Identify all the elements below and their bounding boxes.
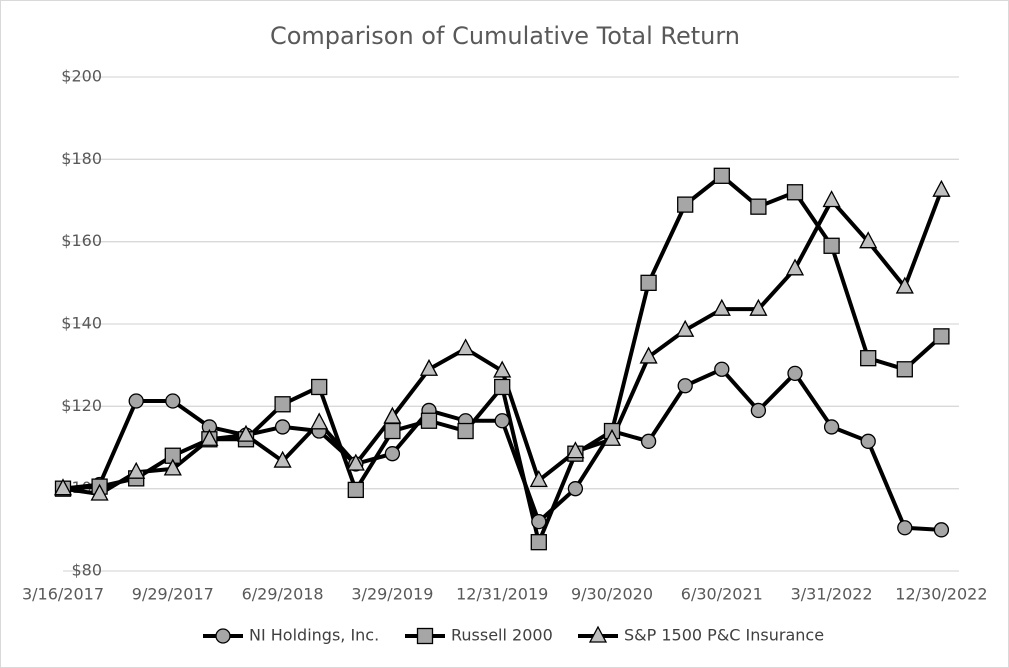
data-point <box>163 458 182 476</box>
data-point <box>274 419 291 435</box>
x-tick-label: 6/30/2021 <box>681 585 763 604</box>
y-tick-label: $140 <box>61 314 102 333</box>
data-point <box>274 396 291 413</box>
y-tick-label: $80 <box>71 561 102 580</box>
data-point <box>384 446 401 462</box>
data-point <box>749 298 768 316</box>
data-point <box>750 402 767 419</box>
data-point <box>236 424 256 442</box>
data-point <box>567 481 584 497</box>
data-point <box>531 513 547 530</box>
x-tick-label: 12/31/2019 <box>456 585 548 604</box>
data-point <box>347 481 364 499</box>
legend-label: Russell 2000 <box>451 626 553 645</box>
data-point <box>860 433 876 449</box>
legend-marker <box>215 628 231 644</box>
data-point <box>128 393 144 409</box>
data-point <box>53 478 73 496</box>
data-point <box>786 184 804 201</box>
data-point <box>712 298 731 316</box>
x-tick-label: 3/16/2017 <box>22 585 104 604</box>
data-point <box>750 198 767 215</box>
data-point <box>859 231 878 249</box>
data-point <box>714 361 730 377</box>
legend-label: S&P 1500 P&C Insurance <box>624 626 824 645</box>
data-point <box>456 338 475 356</box>
x-tick-label: 6/29/2018 <box>242 585 324 604</box>
x-tick-label: 9/30/2020 <box>571 585 653 604</box>
data-point <box>457 422 474 440</box>
chart-title: Comparison of Cumulative Total Return <box>270 22 740 50</box>
data-point <box>602 428 622 446</box>
data-point <box>384 422 401 440</box>
data-point <box>640 274 657 291</box>
x-tick-label: 12/30/2022 <box>895 585 987 604</box>
data-point <box>494 378 511 396</box>
data-point <box>566 441 585 459</box>
data-point <box>127 461 146 479</box>
data-point <box>677 378 693 394</box>
data-point <box>895 276 914 294</box>
x-tick-label: 3/31/2022 <box>791 585 873 604</box>
data-point <box>860 350 877 367</box>
legend-marker <box>416 627 434 645</box>
data-point <box>200 428 219 446</box>
data-point <box>165 393 181 409</box>
data-point <box>90 483 109 501</box>
data-point <box>823 419 840 435</box>
data-point <box>311 378 328 396</box>
data-point <box>896 361 913 378</box>
x-tick-label: 3/29/2019 <box>351 585 433 604</box>
data-point <box>640 433 657 449</box>
data-point <box>933 328 950 345</box>
data-point <box>639 346 658 364</box>
y-tick-label: $200 <box>61 67 102 86</box>
y-tick-label: $160 <box>61 231 102 250</box>
y-tick-label: $120 <box>61 396 102 415</box>
data-point <box>346 453 365 471</box>
data-point <box>932 179 951 197</box>
data-point <box>529 470 548 488</box>
data-point <box>530 534 547 551</box>
legend-marker <box>588 625 608 643</box>
data-point <box>493 360 512 378</box>
data-point <box>494 413 510 429</box>
data-point <box>310 412 329 430</box>
data-point <box>676 319 695 337</box>
data-point <box>273 450 292 468</box>
data-point <box>420 412 438 429</box>
data-point <box>822 190 841 208</box>
data-point <box>383 406 402 424</box>
y-tick-label: $180 <box>61 149 102 168</box>
data-point <box>713 167 730 184</box>
data-point <box>823 237 840 254</box>
data-point <box>419 358 439 376</box>
data-point <box>785 258 805 276</box>
legend-label: NI Holdings, Inc. <box>249 626 379 645</box>
data-point <box>897 520 913 536</box>
x-tick-label: 9/29/2017 <box>132 585 214 604</box>
data-point <box>787 365 803 382</box>
data-point <box>933 522 950 538</box>
data-point <box>677 196 694 213</box>
